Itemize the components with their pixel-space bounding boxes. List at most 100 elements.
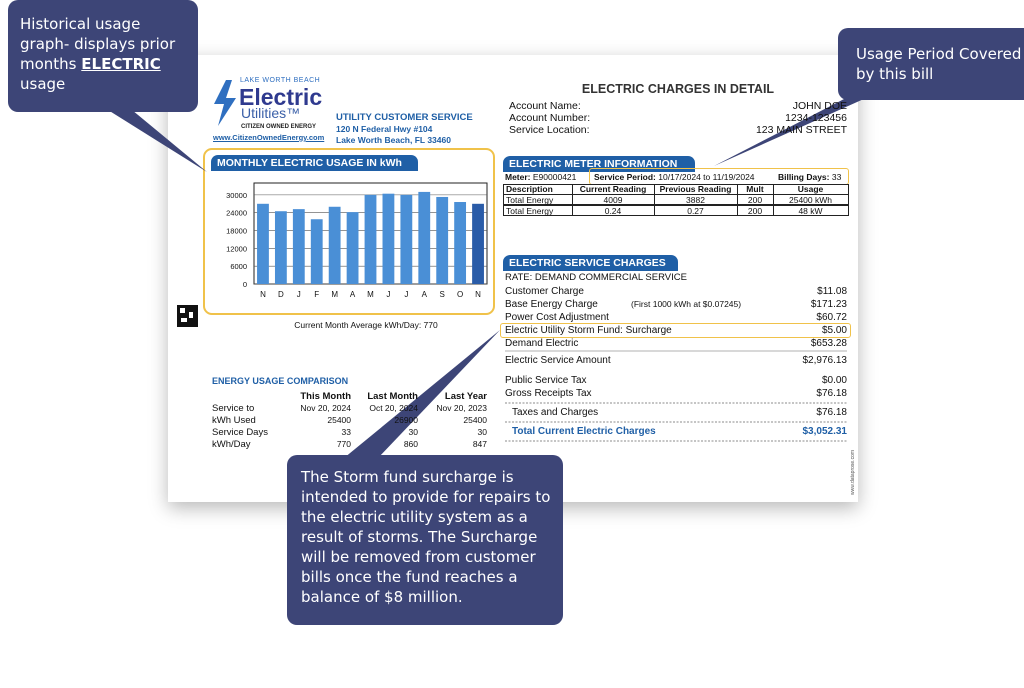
account-value: 123 MAIN STREET — [755, 124, 847, 136]
bar — [382, 193, 395, 284]
period-line: Service Period: 10/17/2024 to 11/19/2024 — [594, 172, 755, 182]
logo-sub: Utilities™ — [241, 105, 301, 121]
callout: The Storm fund surcharge is intended to … — [287, 455, 563, 625]
charge-amount: $76.18 — [816, 388, 847, 399]
storm-highlight — [500, 323, 851, 338]
account-label: Service Location: — [509, 124, 590, 136]
comparison-cell: 26900 — [394, 415, 418, 425]
y-tick-label: 0 — [243, 280, 247, 289]
table-header: Description — [506, 184, 553, 194]
comparison-label: Service to — [212, 403, 255, 414]
comparison-header: Last Year — [444, 391, 487, 402]
charge-amount: $76.18 — [816, 407, 847, 418]
bar — [400, 194, 413, 284]
bar — [292, 209, 305, 284]
callout: Historical usage graph- displays prior m… — [8, 0, 198, 112]
bill-title: ELECTRIC CHARGES IN DETAIL — [581, 82, 775, 96]
comparison-cell: 25400 — [327, 415, 351, 425]
charge-amount: $171.23 — [810, 299, 847, 310]
x-tick-label: A — [422, 290, 428, 299]
charge-label: Public Service Tax — [505, 375, 587, 386]
y-tick-label: 6000 — [230, 262, 247, 271]
charge-label: Customer Charge — [505, 286, 584, 297]
bar — [257, 203, 269, 284]
bar — [310, 219, 323, 284]
bar — [274, 211, 287, 284]
comparison-cell: Oct 20, 2024 — [369, 403, 418, 413]
comparison-label: kWh/Day — [212, 439, 251, 450]
logo-top: LAKE WORTH BEACH — [240, 77, 321, 84]
rate: RATE: DEMAND COMMERCIAL SERVICE — [505, 272, 687, 283]
comparison-cell: 30 — [408, 427, 418, 437]
charge-note: (First 1000 kWh at $0.07245) — [631, 299, 742, 309]
table-cell-border — [773, 194, 849, 205]
table-cell: 4009 — [603, 195, 623, 205]
chart-highlight — [203, 148, 495, 315]
table-cell-border — [773, 205, 849, 216]
bar — [454, 202, 467, 284]
meter-line: Meter: E90000421 — [505, 172, 576, 182]
label: Service Period: — [594, 172, 656, 182]
qr-hole — [181, 318, 187, 322]
account-label: Account Number: — [509, 112, 591, 124]
table-cell: 3882 — [686, 195, 705, 205]
chart-footer: Current Month Average kWh/Day: 770 — [294, 320, 438, 330]
charge-label: Electric Utility Storm Fund: Surcharge — [505, 325, 672, 336]
bar — [436, 196, 449, 284]
bar — [418, 191, 431, 284]
logo-main: Electric — [239, 84, 323, 110]
charge-amount: $60.72 — [816, 312, 847, 323]
website: www.CitizenOwnedEnergy.com — [213, 133, 325, 142]
account-value: 1234-123456 — [785, 112, 847, 124]
bar — [328, 206, 341, 284]
account-value: JOHN DOE — [792, 100, 847, 112]
charge-amount: $5.00 — [821, 325, 847, 336]
label: Meter: — [505, 172, 531, 182]
comparison-cell: 30 — [477, 427, 487, 437]
x-tick-label: O — [457, 290, 463, 299]
logo-bolt — [214, 80, 236, 126]
comparison-header: This Month — [300, 391, 351, 402]
table-cell: Total Energy — [506, 195, 554, 205]
table-cell: 0.27 — [687, 206, 704, 216]
callout-emphasis: ELECTRIC — [81, 55, 161, 73]
tagline: CITIZEN OWNED ENERGY — [241, 124, 317, 130]
comparison-cell: 860 — [403, 439, 418, 449]
charge-amount: $11.08 — [817, 286, 847, 297]
charge-label: Demand Electric — [505, 338, 579, 349]
comparison-title: ENERGY USAGE COMPARISON — [212, 376, 349, 386]
x-tick-label: D — [278, 290, 284, 299]
charge-label: Taxes and Charges — [512, 407, 599, 418]
callout-text: Historical usage graph- displays prior m… — [20, 15, 176, 73]
charge-amount: $0.00 — [821, 375, 847, 386]
x-tick-label: F — [314, 290, 319, 299]
value: 10/17/2024 to 11/19/2024 — [658, 172, 755, 182]
x-tick-label: M — [331, 290, 338, 299]
bolt-icon — [214, 80, 236, 126]
table-cell: 25400 kWh — [789, 195, 832, 205]
table-cell: 0.24 — [604, 206, 622, 216]
table-header: Previous Reading — [659, 184, 732, 194]
qr-code — [177, 305, 198, 327]
x-tick-label: S — [440, 290, 445, 299]
table-cell: Total Energy — [506, 206, 554, 216]
comparison-cell: Nov 20, 2024 — [300, 403, 351, 413]
charge-label: Base Energy Charge — [505, 299, 598, 310]
table-cell: 48 kW — [798, 206, 823, 216]
callout: Usage Period Covered by this bill — [838, 28, 1024, 100]
x-tick-label: J — [386, 290, 390, 299]
callout-pointer — [108, 110, 207, 172]
charge-label: Total Current Electric Charges — [512, 426, 656, 437]
comparison-cell: 770 — [336, 439, 351, 449]
charge-label: Gross Receipts Tax — [505, 388, 592, 399]
charge-amount: $3,052.31 — [802, 426, 848, 437]
service-title: UTILITY CUSTOMER SERVICE — [336, 112, 473, 123]
comparison-cell: 847 — [472, 439, 487, 449]
bar — [346, 212, 359, 284]
charge-label: Power Cost Adjustment — [505, 312, 609, 323]
charge-amount: $653.28 — [810, 338, 847, 349]
label: Billing Days: — [778, 172, 830, 182]
x-tick-label: J — [404, 290, 408, 299]
y-tick-label: 24000 — [226, 209, 247, 218]
